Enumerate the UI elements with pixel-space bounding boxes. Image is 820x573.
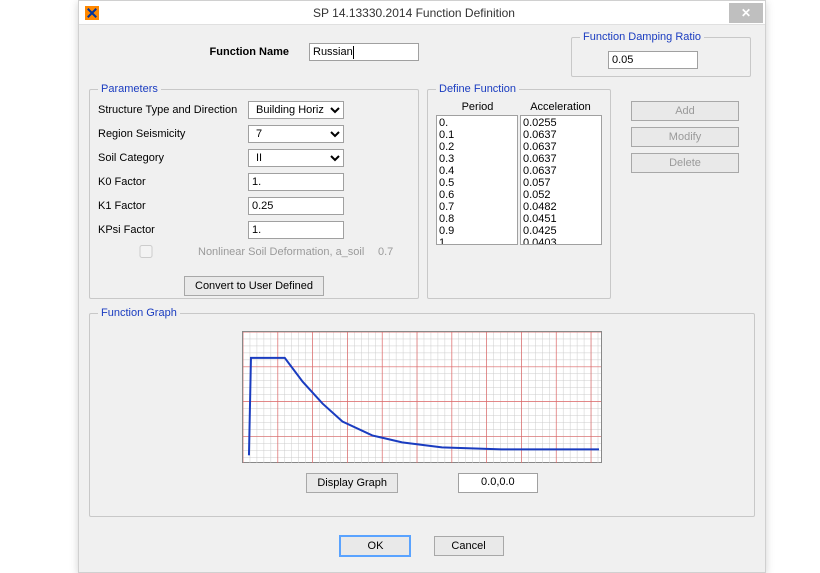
ok-button[interactable]: OK (340, 536, 410, 556)
graph-canvas (242, 331, 602, 463)
list-item[interactable]: 0.0403 (523, 237, 599, 245)
k0-label: K0 Factor (98, 176, 248, 188)
list-item[interactable]: 0. (439, 117, 515, 129)
titlebar: SP 14.13330.2014 Function Definition ✕ (79, 1, 765, 25)
coord-readout: 0.0,0.0 (458, 473, 538, 493)
k0-input[interactable] (248, 173, 344, 191)
list-item[interactable]: 0.2 (439, 141, 515, 153)
region-label: Region Seismicity (98, 128, 248, 140)
function-name-row: Function Name Russian (179, 43, 419, 61)
list-item[interactable]: 0.0255 (523, 117, 599, 129)
list-item[interactable]: 0.057 (523, 177, 599, 189)
kpsi-label: KPsi Factor (98, 224, 248, 236)
list-item[interactable]: 0.9 (439, 225, 515, 237)
accel-listbox[interactable]: 0.02550.06370.06370.06370.06370.0570.052… (520, 115, 602, 245)
region-select[interactable]: 7 (248, 125, 344, 143)
period-header: Period (436, 101, 519, 113)
list-item[interactable]: 0.3 (439, 153, 515, 165)
soil-label: Soil Category (98, 152, 248, 164)
damping-input[interactable] (608, 51, 698, 69)
list-item[interactable]: 0.0637 (523, 141, 599, 153)
app-icon (85, 6, 99, 20)
list-item[interactable]: 0.5 (439, 177, 515, 189)
list-item[interactable]: 0.0425 (523, 225, 599, 237)
structure-select[interactable]: Building Horiz. (248, 101, 344, 119)
define-legend: Define Function (436, 83, 519, 95)
k1-label: K1 Factor (98, 200, 248, 212)
add-button[interactable]: Add (631, 101, 739, 121)
list-item[interactable]: 0.1 (439, 129, 515, 141)
delete-button[interactable]: Delete (631, 153, 739, 173)
list-item[interactable]: 1. (439, 237, 515, 245)
display-graph-button[interactable]: Display Graph (306, 473, 398, 493)
modify-button[interactable]: Modify (631, 127, 739, 147)
list-item[interactable]: 0.052 (523, 189, 599, 201)
accel-header: Acceleration (519, 101, 602, 113)
cancel-button[interactable]: Cancel (434, 536, 504, 556)
list-item[interactable]: 0.6 (439, 189, 515, 201)
list-item[interactable]: 0.0637 (523, 165, 599, 177)
nonlinear-checkbox (98, 245, 194, 258)
list-item[interactable]: 0.0637 (523, 129, 599, 141)
list-item[interactable]: 0.7 (439, 201, 515, 213)
graph-legend: Function Graph (98, 307, 180, 319)
nonlinear-value: 0.7 (378, 246, 393, 258)
list-item[interactable]: 0.4 (439, 165, 515, 177)
soil-select[interactable]: II (248, 149, 344, 167)
damping-legend: Function Damping Ratio (580, 31, 704, 43)
list-item[interactable]: 0.0482 (523, 201, 599, 213)
dialog-window: SP 14.13330.2014 Function Definition ✕ F… (78, 0, 766, 573)
function-name-input[interactable]: Russian (309, 43, 419, 61)
side-buttons: Add Modify Delete (631, 101, 739, 179)
list-item[interactable]: 0.0451 (523, 213, 599, 225)
nonlinear-label: Nonlinear Soil Deformation, a_soil (198, 246, 378, 258)
parameters-fieldset: Parameters Structure Type and Direction … (89, 83, 419, 299)
window-title: SP 14.13330.2014 Function Definition (99, 6, 729, 20)
structure-label: Structure Type and Direction (98, 104, 248, 116)
convert-button[interactable]: Convert to User Defined (184, 276, 324, 296)
k1-input[interactable] (248, 197, 344, 215)
list-item[interactable]: 0.0637 (523, 153, 599, 165)
damping-fieldset: Function Damping Ratio (571, 31, 751, 77)
graph-fieldset: Function Graph Display Graph 0.0,0.0 (89, 307, 755, 517)
function-name-label: Function Name (179, 46, 289, 58)
period-listbox[interactable]: 0.0.10.20.30.40.50.60.70.80.91.1.21.51.7 (436, 115, 518, 245)
kpsi-input[interactable] (248, 221, 344, 239)
list-item[interactable]: 0.8 (439, 213, 515, 225)
bottom-buttons: OK Cancel (89, 536, 755, 556)
close-button[interactable]: ✕ (729, 3, 763, 23)
parameters-legend: Parameters (98, 83, 161, 95)
define-fieldset: Define Function Period Acceleration 0.0.… (427, 83, 611, 299)
